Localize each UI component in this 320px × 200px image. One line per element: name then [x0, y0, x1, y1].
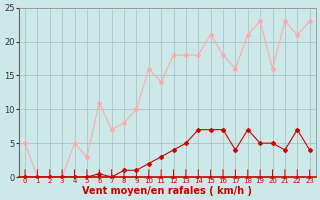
- X-axis label: Vent moyen/en rafales ( km/h ): Vent moyen/en rafales ( km/h ): [82, 186, 252, 196]
